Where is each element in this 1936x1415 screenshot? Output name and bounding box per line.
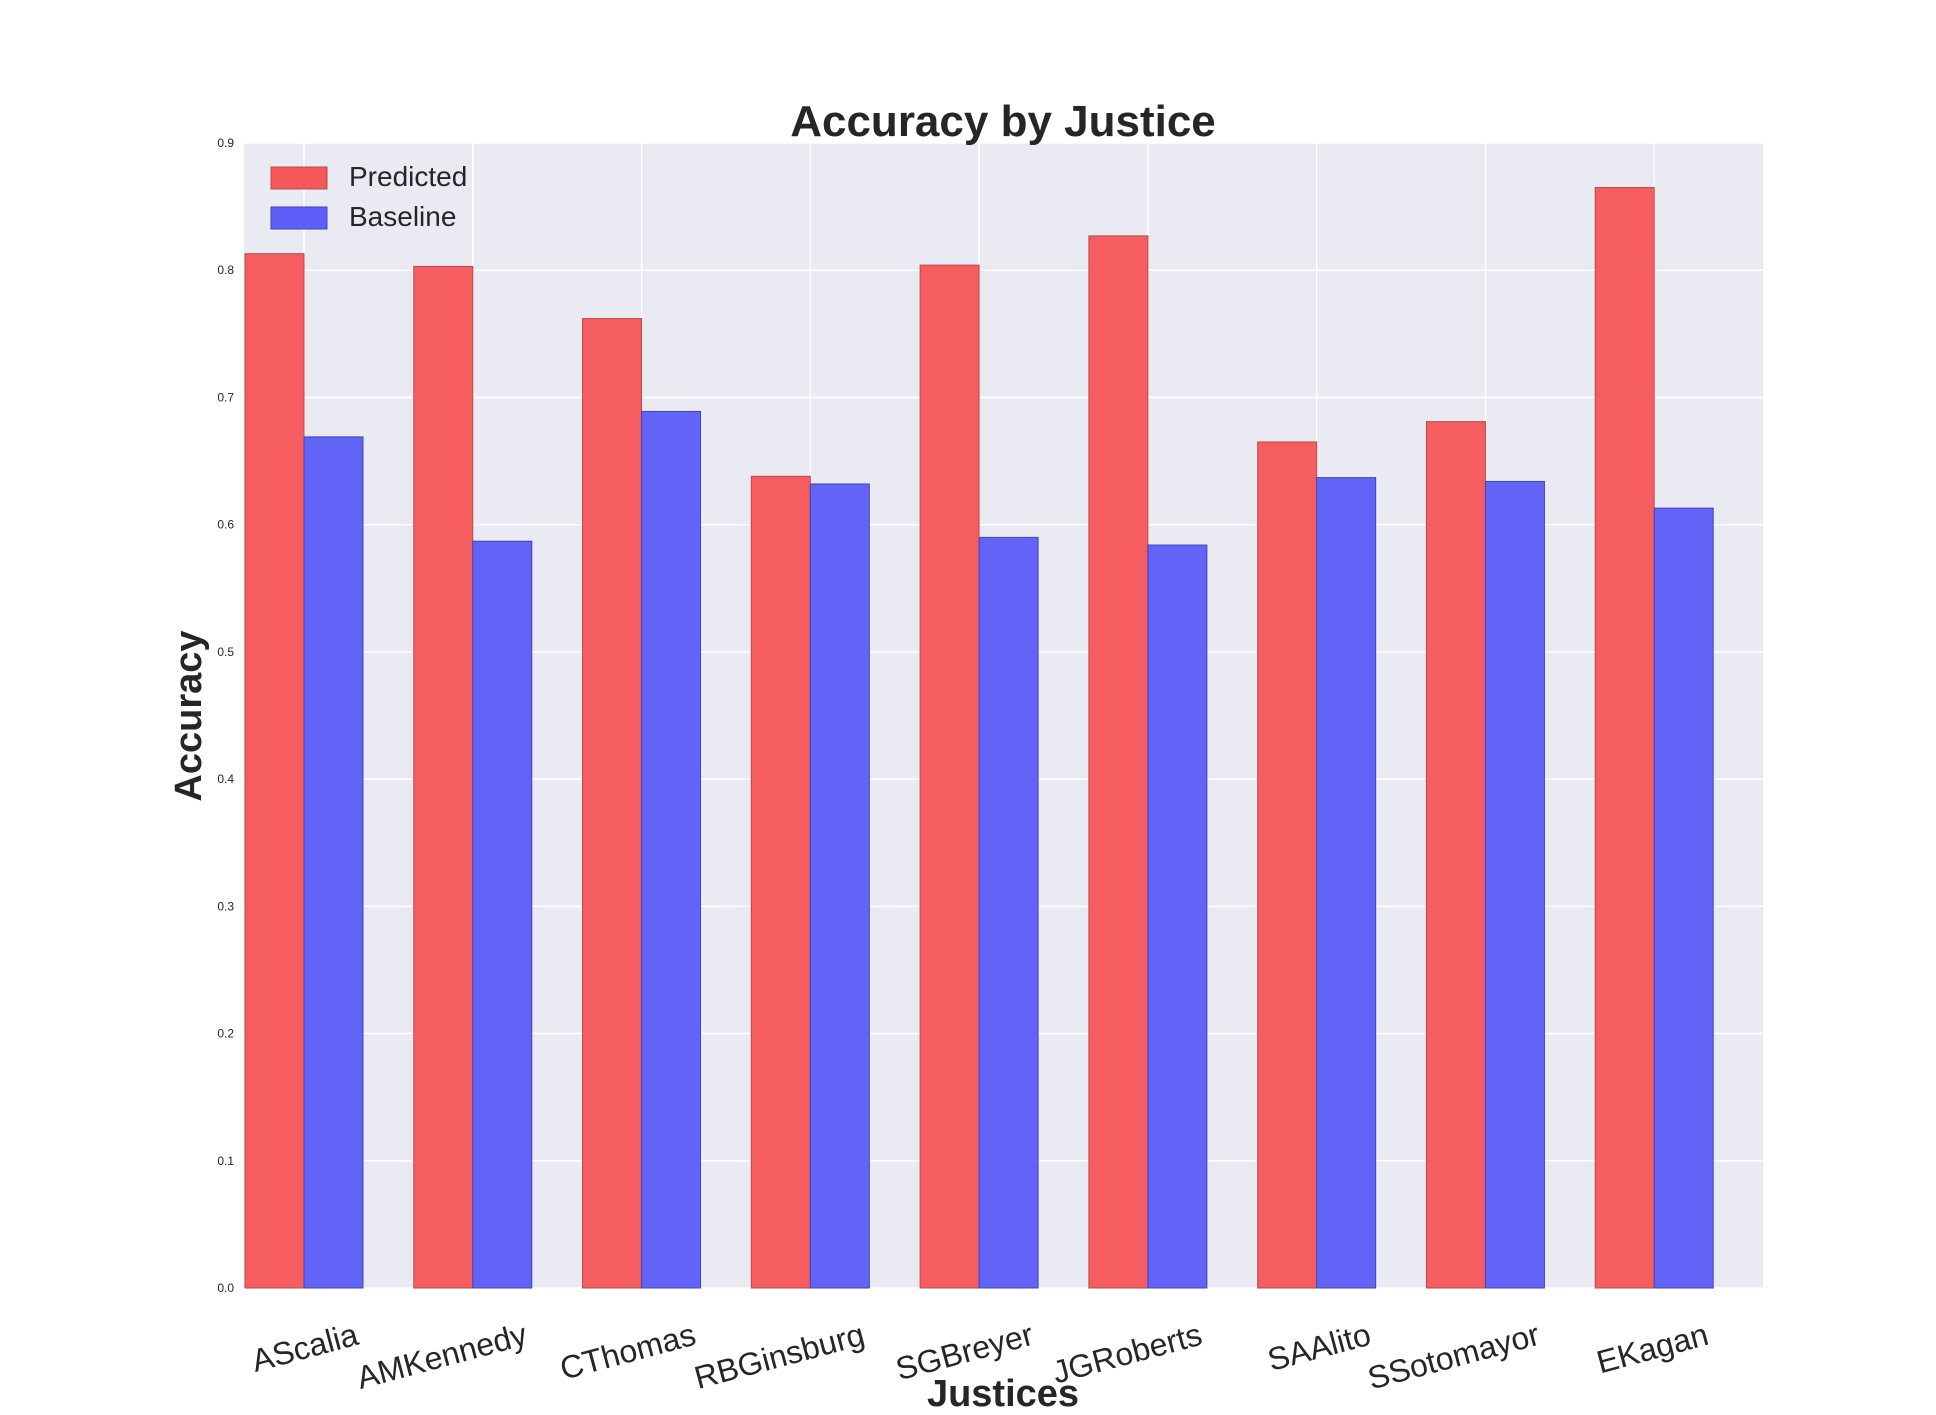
y-tick-label: 0.1 bbox=[217, 1154, 234, 1168]
legend-swatch-predicted bbox=[270, 166, 328, 190]
bar-baseline-ekagan bbox=[1653, 507, 1714, 1289]
bar-predicted-cthomas bbox=[582, 318, 643, 1289]
bar-baseline-jgroberts bbox=[1147, 544, 1208, 1289]
legend-label-baseline: Baseline bbox=[349, 201, 456, 232]
x-tick-label: CThomas bbox=[556, 1316, 699, 1387]
y-tick-label: 0.2 bbox=[217, 1027, 234, 1041]
y-tick-label: 0.5 bbox=[217, 645, 234, 659]
bar-predicted-ascalia bbox=[244, 253, 305, 1289]
bars bbox=[244, 187, 1714, 1289]
x-axis-label: Justices bbox=[927, 1373, 1079, 1415]
bar-baseline-ascalia bbox=[303, 436, 364, 1289]
y-ticks: 0.0 0.1 0.2 0.3 0.4 0.5 0.6 0.7 0.8 0.9 bbox=[217, 136, 234, 1295]
bar-baseline-sgbreyer bbox=[978, 536, 1039, 1289]
x-tick-label: SAAlito bbox=[1264, 1316, 1375, 1378]
bar-predicted-ekagan bbox=[1594, 187, 1655, 1289]
y-tick-label: 0.3 bbox=[217, 899, 234, 913]
legend: Predicted Baseline bbox=[270, 161, 467, 232]
bar-baseline-saalito bbox=[1316, 477, 1377, 1289]
legend-swatch-baseline bbox=[270, 206, 328, 230]
chart-title: Accuracy by Justice bbox=[790, 97, 1216, 146]
bar-baseline-amkennedy bbox=[472, 540, 533, 1289]
y-axis-label: Accuracy bbox=[168, 630, 210, 801]
y-tick-label: 0.9 bbox=[217, 136, 234, 150]
legend-label-predicted: Predicted bbox=[349, 161, 467, 192]
y-tick-label: 0.6 bbox=[217, 518, 234, 532]
bar-predicted-jgroberts bbox=[1088, 235, 1149, 1289]
x-tick-label: AMKennedy bbox=[353, 1316, 531, 1396]
bar-predicted-ssotomayor bbox=[1425, 421, 1486, 1289]
y-tick-label: 0.7 bbox=[217, 390, 234, 404]
bar-baseline-cthomas bbox=[641, 410, 702, 1289]
bar-predicted-rbginsburg bbox=[750, 475, 811, 1289]
bar-baseline-ssotomayor bbox=[1484, 480, 1545, 1289]
y-tick-label: 0.0 bbox=[217, 1281, 234, 1295]
x-tick-label: SSotomayor bbox=[1364, 1316, 1544, 1396]
bar-baseline-rbginsburg bbox=[809, 483, 870, 1289]
bar-predicted-amkennedy bbox=[413, 265, 474, 1289]
x-tick-label: AScalia bbox=[248, 1316, 362, 1379]
x-tick-label: EKagan bbox=[1593, 1316, 1712, 1380]
y-tick-label: 0.4 bbox=[217, 772, 234, 786]
x-tick-label: RBGinsburg bbox=[690, 1316, 868, 1396]
y-tick-label: 0.8 bbox=[217, 263, 234, 277]
bar-predicted-saalito bbox=[1257, 441, 1318, 1289]
bar-predicted-sgbreyer bbox=[919, 264, 980, 1289]
